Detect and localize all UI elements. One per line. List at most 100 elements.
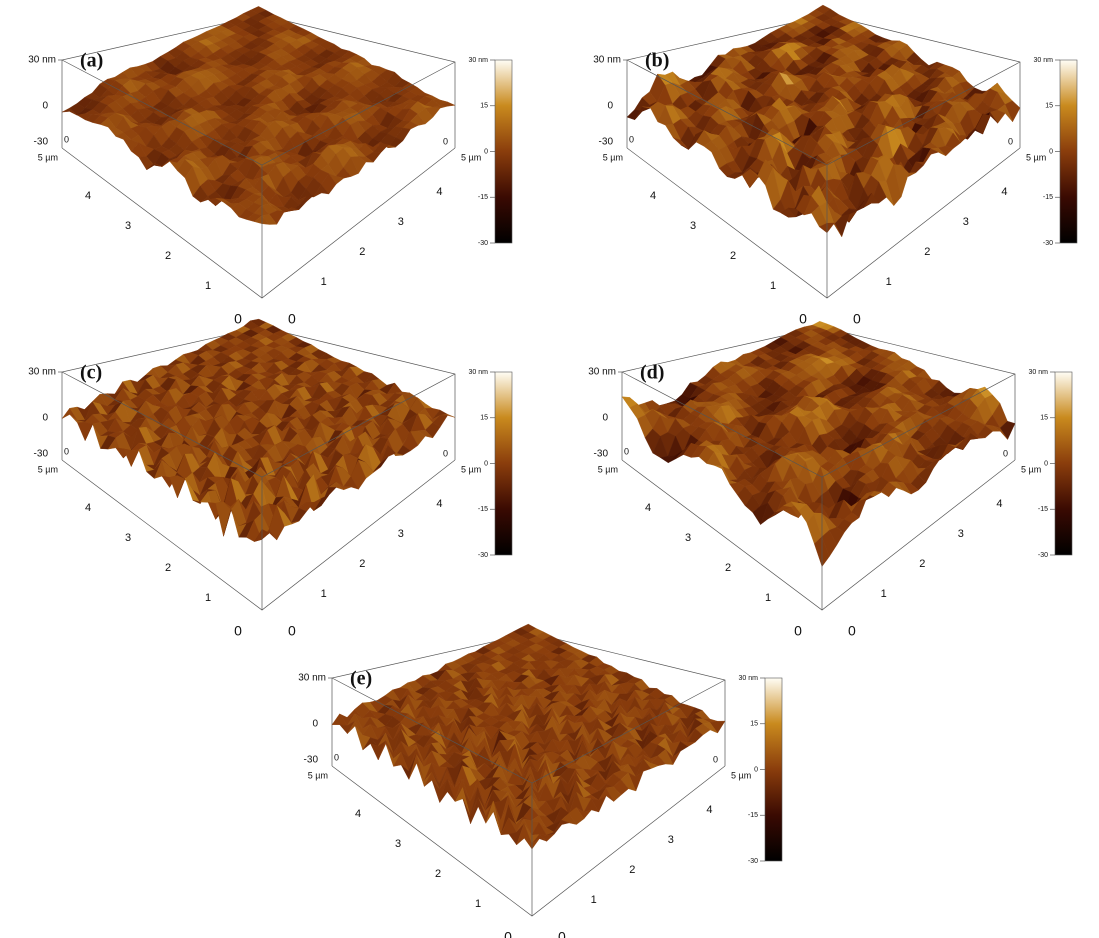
colorbar-tick-label: 0 [754, 766, 758, 773]
colorbar-tick-label: 15 [480, 415, 488, 422]
z-tick-label: 0 [607, 101, 613, 112]
right-axis-tick-label: 5 µm [731, 770, 751, 780]
left-axis-tick-label: 1 [765, 592, 771, 604]
right-axis-tick-label: 0 [853, 311, 861, 327]
right-axis-tick-label: 4 [436, 498, 442, 510]
right-axis-tick-label: 4 [996, 498, 1002, 510]
colorbar-tick-label: 30 nm [1034, 57, 1054, 64]
afm-panel: (d)30 nm0-3005 µm43210012345 µm030 nm150… [588, 321, 1072, 638]
right-axis-tick-label: 5 µm [461, 464, 481, 474]
panel-label: (e) [350, 668, 372, 690]
colorbar [495, 372, 512, 555]
left-axis-tick-label: 3 [125, 220, 131, 232]
colorbar-tick-label: 15 [1045, 103, 1053, 110]
right-axis-tick-label: 3 [398, 528, 404, 540]
corner-zero: 0 [629, 134, 634, 144]
colorbar [1060, 60, 1077, 243]
right-top-zero: 0 [1008, 136, 1013, 146]
right-axis-tick-label: 1 [881, 588, 887, 600]
right-axis-tick-label: 2 [629, 864, 635, 876]
z-tick-label: -30 [599, 137, 614, 148]
left-axis-tick-label: 1 [475, 898, 481, 910]
colorbar-tick-label: -15 [478, 506, 488, 513]
colorbar-tick-label: 30 nm [469, 57, 489, 64]
left-axis-tick-label: 5 µm [38, 152, 58, 162]
left-axis-tick-label: 4 [650, 190, 656, 202]
left-axis-tick-label: 0 [799, 311, 807, 327]
colorbar-tick-label: -15 [748, 812, 758, 819]
panel-label: (b) [645, 50, 669, 72]
left-axis-tick-label: 4 [85, 190, 91, 202]
z-tick-label: 30 nm [28, 367, 56, 378]
left-axis-tick-label: 5 µm [598, 464, 618, 474]
z-tick-label: -30 [34, 449, 49, 460]
colorbar-tick-label: -30 [478, 552, 488, 559]
right-top-zero: 0 [713, 754, 718, 764]
colorbar-tick-label: -15 [478, 194, 488, 201]
afm-panel: (a)30 nm0-3005 µm43210012345 µm030 nm150… [28, 6, 512, 326]
z-tick-label: 30 nm [593, 55, 621, 66]
left-axis-tick-label: 0 [234, 311, 242, 327]
left-axis-tick-label: 3 [125, 532, 131, 544]
colorbar-tick-label: -30 [1043, 240, 1053, 247]
left-axis-tick-label: 5 µm [308, 770, 328, 780]
left-axis-tick-label: 1 [205, 280, 211, 292]
right-axis-tick-label: 3 [668, 834, 674, 846]
right-axis-tick-label: 2 [359, 246, 365, 258]
left-axis-tick-label: 1 [770, 280, 776, 292]
right-axis-tick-label: 4 [436, 186, 442, 198]
left-axis-tick-label: 3 [395, 838, 401, 850]
right-axis-tick-label: 3 [963, 216, 969, 228]
right-axis-tick-label: 4 [1001, 186, 1007, 198]
colorbar-tick-label: -30 [478, 240, 488, 247]
right-top-zero: 0 [443, 136, 448, 146]
right-axis-tick-label: 1 [591, 894, 597, 906]
colorbar-tick-label: -30 [748, 858, 758, 865]
colorbar [765, 678, 782, 861]
surface-patch [124, 449, 139, 467]
corner-zero: 0 [334, 752, 339, 762]
right-axis-tick-label: 3 [398, 216, 404, 228]
left-axis-tick-label: 2 [725, 562, 731, 574]
z-tick-label: 0 [42, 413, 48, 424]
right-axis-tick-label: 1 [886, 276, 892, 288]
colorbar-tick-label: -15 [1038, 506, 1048, 513]
right-axis-tick-label: 0 [848, 623, 856, 639]
colorbar-tick-label: 0 [1049, 148, 1053, 155]
figure: (a)30 nm0-3005 µm43210012345 µm030 nm150… [0, 0, 1099, 938]
colorbar-tick-label: 0 [1044, 460, 1048, 467]
left-axis-tick-label: 0 [234, 623, 242, 639]
right-axis-tick-label: 4 [706, 804, 712, 816]
right-axis-tick-label: 3 [958, 528, 964, 540]
right-top-zero: 0 [1003, 448, 1008, 458]
left-axis-tick-label: 2 [165, 562, 171, 574]
z-tick-label: -30 [594, 449, 609, 460]
z-tick-label: 30 nm [588, 367, 616, 378]
z-tick-label: 30 nm [298, 673, 326, 684]
afm-panel: (e)30 nm0-3005 µm43210012345 µm030 nm150… [298, 624, 782, 938]
left-axis-tick-label: 5 µm [38, 464, 58, 474]
colorbar-tick-label: -15 [1043, 194, 1053, 201]
z-tick-label: -30 [34, 137, 49, 148]
left-axis-tick-label: 4 [85, 502, 91, 514]
colorbar-tick-label: 30 nm [1029, 369, 1049, 376]
colorbar-tick-label: 0 [484, 148, 488, 155]
left-axis-tick-label: 3 [685, 532, 691, 544]
right-axis-tick-label: 0 [288, 623, 296, 639]
colorbar-tick-label: 30 nm [469, 369, 489, 376]
right-axis-tick-label: 1 [321, 588, 327, 600]
left-axis-tick-label: 4 [355, 808, 361, 820]
colorbar-tick-label: 30 nm [739, 675, 759, 682]
right-axis-tick-label: 0 [558, 929, 566, 938]
right-top-zero: 0 [443, 448, 448, 458]
left-axis-tick-label: 2 [435, 868, 441, 880]
left-axis-tick-label: 2 [165, 250, 171, 262]
panel-label: (d) [640, 362, 664, 384]
right-axis-tick-label: 2 [924, 246, 930, 258]
left-axis-tick-label: 1 [205, 592, 211, 604]
z-tick-label: 0 [42, 101, 48, 112]
colorbar-tick-label: 0 [484, 460, 488, 467]
colorbar-tick-label: 15 [750, 721, 758, 728]
colorbar [495, 60, 512, 243]
corner-zero: 0 [64, 134, 69, 144]
